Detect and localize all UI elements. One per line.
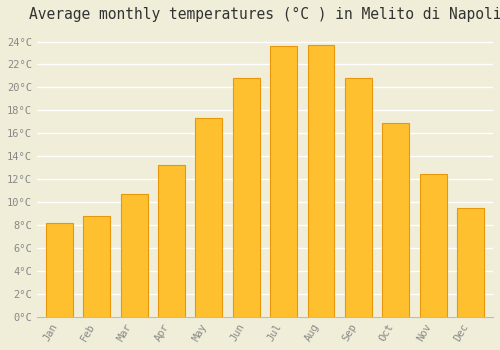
Bar — [457, 208, 484, 317]
Bar — [83, 216, 110, 317]
Title: Average monthly temperatures (°C ) in Melito di Napoli: Average monthly temperatures (°C ) in Me… — [28, 7, 500, 22]
Bar — [308, 45, 334, 317]
Bar — [270, 46, 297, 317]
Bar — [233, 78, 260, 317]
Bar — [196, 118, 222, 317]
Bar — [420, 174, 446, 317]
Bar — [46, 223, 72, 317]
Bar — [120, 194, 148, 317]
Bar — [345, 78, 372, 317]
Bar — [382, 123, 409, 317]
Bar — [158, 166, 185, 317]
